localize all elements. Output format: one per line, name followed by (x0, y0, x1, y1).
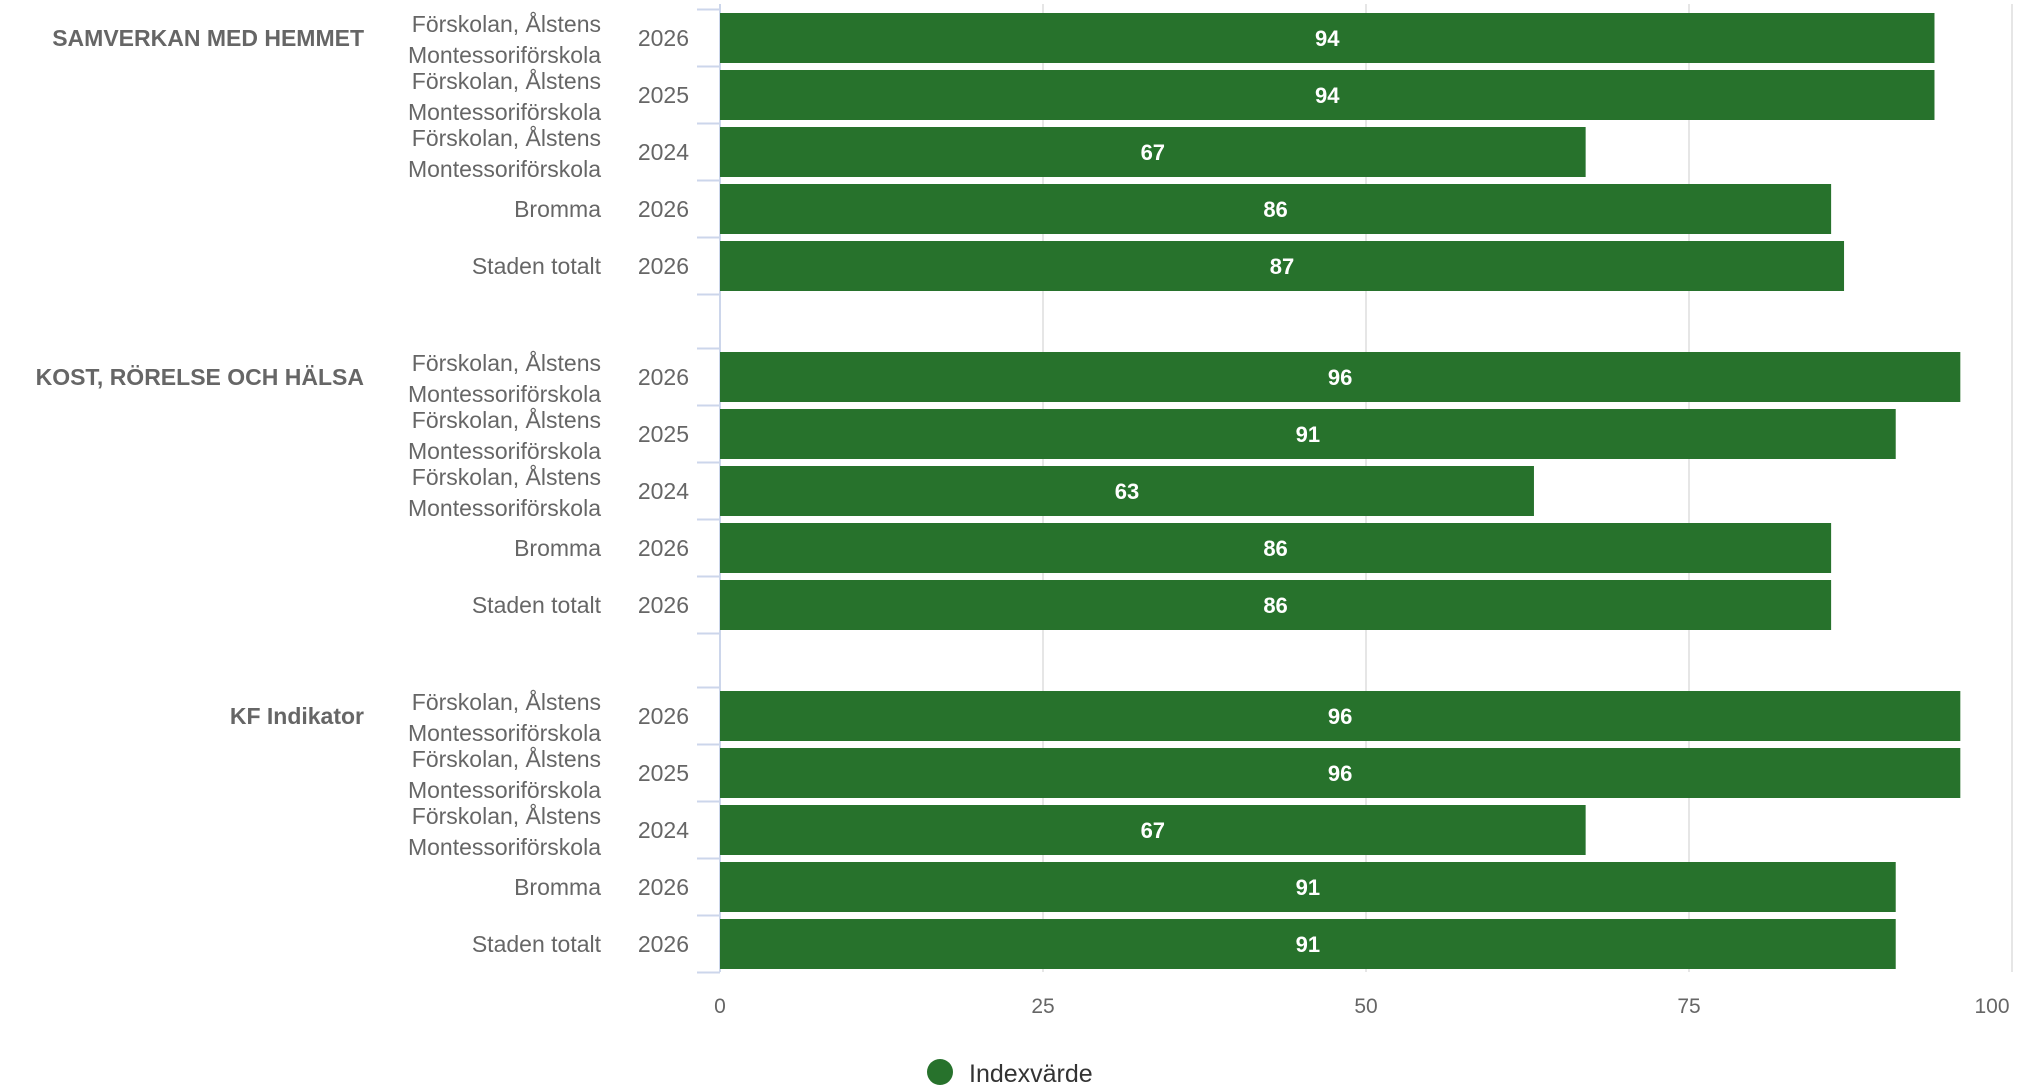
x-tick-label: 0 (714, 995, 726, 1018)
unit-label-line2: Montessoriförskola (408, 777, 601, 803)
bar-value-label: 94 (1315, 83, 1340, 108)
bar-value-label: 96 (1328, 761, 1352, 786)
year-label: 2025 (638, 82, 689, 108)
unit-label-line1: Förskolan, Ålstens (412, 745, 601, 772)
bar[interactable] (720, 466, 1534, 516)
year-label: 2026 (638, 364, 689, 390)
legend-marker (927, 1059, 953, 1085)
bar[interactable] (720, 241, 1845, 291)
year-label: 2026 (638, 25, 689, 51)
bar[interactable] (720, 409, 1896, 459)
unit-label-line2: Montessoriförskola (408, 834, 601, 860)
year-label: 2026 (638, 874, 689, 900)
bar[interactable] (720, 580, 1832, 630)
group-label: KOST, RÖRELSE OCH HÄLSA (36, 364, 364, 390)
year-label: 2026 (638, 703, 689, 729)
bar[interactable] (720, 805, 1586, 855)
unit-label-line2: Montessoriförskola (408, 381, 601, 407)
bar[interactable] (720, 127, 1586, 177)
year-label: 2026 (638, 592, 689, 618)
unit-label-line1: Förskolan, Ålstens (412, 802, 601, 829)
bar[interactable] (720, 523, 1832, 573)
bar-value-label: 86 (1263, 593, 1287, 618)
year-label: 2026 (638, 253, 689, 279)
x-tick-label: 100 (1974, 995, 2009, 1018)
bar-value-label: 91 (1296, 932, 1320, 957)
x-tick-label: 50 (1354, 995, 1377, 1018)
year-label: 2025 (638, 760, 689, 786)
unit-label-line1: Förskolan, Ålstens (412, 349, 601, 376)
bar-value-label: 86 (1263, 197, 1287, 222)
unit-label-line2: Montessoriförskola (408, 495, 601, 521)
unit-label-line2: Montessoriförskola (408, 42, 601, 68)
unit-label-line1: Förskolan, Ålstens (412, 10, 601, 37)
bar-value-label: 96 (1328, 704, 1352, 729)
bar[interactable] (720, 352, 1961, 402)
unit-label: Bromma (514, 196, 601, 222)
unit-label: Bromma (514, 874, 601, 900)
year-label: 2026 (638, 535, 689, 561)
group-label: SAMVERKAN MED HEMMET (52, 25, 364, 51)
unit-label-line1: Förskolan, Ålstens (412, 688, 601, 715)
bar-value-label: 63 (1115, 479, 1139, 504)
unit-label-line2: Montessoriförskola (408, 99, 601, 125)
year-label: 2024 (638, 478, 689, 504)
unit-label-line1: Förskolan, Ålstens (412, 406, 601, 433)
bars: 94 94 67 86 87 96 91 63 86 86 96 96 67 91 91 (720, 13, 1961, 969)
unit-label: Bromma (514, 535, 601, 561)
year-label: 2025 (638, 421, 689, 447)
unit-label: Staden totalt (472, 592, 602, 618)
legend-label: Indexvärde (969, 1060, 1093, 1086)
bar-value-label: 91 (1296, 875, 1320, 900)
unit-label: Staden totalt (472, 253, 602, 279)
bar[interactable] (720, 70, 1935, 120)
bar[interactable] (720, 691, 1961, 741)
bar-value-label: 96 (1328, 365, 1352, 390)
bar[interactable] (720, 184, 1832, 234)
year-label: 2026 (638, 931, 689, 957)
bar-value-label: 91 (1296, 422, 1320, 447)
unit-label-line2: Montessoriförskola (408, 720, 601, 746)
unit-label: Staden totalt (472, 931, 602, 957)
bar[interactable] (720, 862, 1896, 912)
x-tick-label: 25 (1031, 995, 1054, 1018)
unit-label-line1: Förskolan, Ålstens (412, 124, 601, 151)
unit-label-line2: Montessoriförskola (408, 438, 601, 464)
bar[interactable] (720, 919, 1896, 969)
bar[interactable] (720, 13, 1935, 63)
year-label: 2024 (638, 817, 689, 843)
bar[interactable] (720, 748, 1961, 798)
bar-value-label: 86 (1263, 536, 1287, 561)
group-label: KF Indikator (230, 703, 364, 729)
x-tick-label: 75 (1677, 995, 1700, 1018)
unit-label-line1: Förskolan, Ålstens (412, 463, 601, 490)
category-axis (697, 4, 721, 974)
x-axis-tick-labels: 0 25 50 75 100 (714, 995, 2009, 1018)
unit-label-line1: Förskolan, Ålstens (412, 67, 601, 94)
bar-value-label: 87 (1270, 254, 1294, 279)
year-label: 2024 (638, 139, 689, 165)
bar-value-label: 94 (1315, 26, 1340, 51)
bar-value-label: 67 (1141, 140, 1165, 165)
legend[interactable]: Indexvärde (927, 1059, 1093, 1086)
unit-label-line2: Montessoriförskola (408, 156, 601, 182)
year-label: 2026 (638, 196, 689, 222)
bar-value-label: 67 (1141, 818, 1165, 843)
